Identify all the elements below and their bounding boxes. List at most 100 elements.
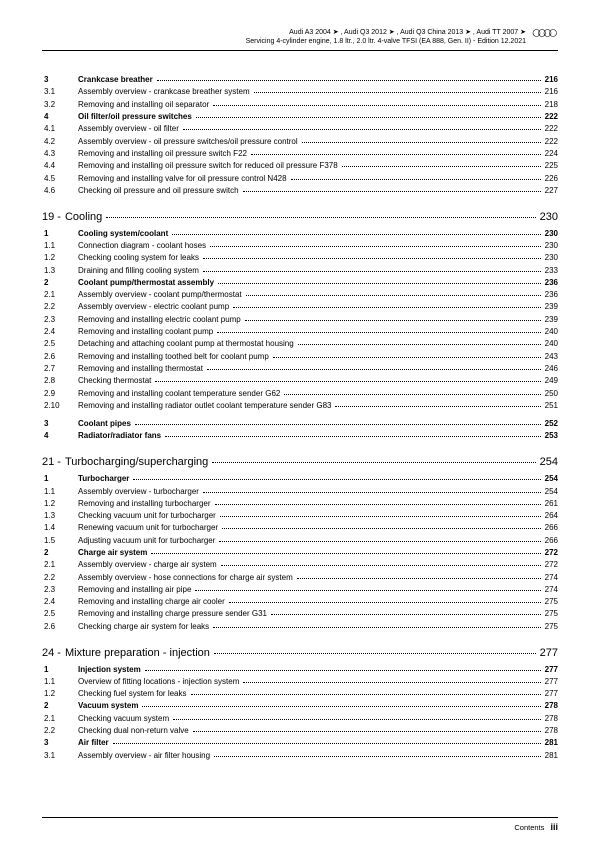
toc-leader-dots <box>157 80 541 81</box>
toc-title: Overview of fitting locations - injectio… <box>78 677 239 688</box>
toc-number: 3 <box>42 738 78 749</box>
toc-leader-dots <box>214 653 536 654</box>
toc-number: 4 <box>42 431 78 442</box>
toc-leader-dots <box>335 406 540 407</box>
toc-leader-dots <box>302 142 541 143</box>
chapter-page: 254 <box>540 456 558 468</box>
toc-number: 2 <box>42 701 78 712</box>
toc-page: 239 <box>545 302 558 313</box>
footer-rule <box>42 817 558 818</box>
toc-row: 2.5Removing and installing charge pressu… <box>42 609 558 620</box>
toc-page: 266 <box>545 523 558 534</box>
toc-leader-dots <box>145 670 541 671</box>
toc-number: 2.5 <box>42 609 78 620</box>
toc-row: 2.6Checking charge air system for leaks2… <box>42 622 558 633</box>
toc-leader-dots <box>212 462 535 463</box>
toc-row: 1.3Draining and filling cooling system23… <box>42 266 558 277</box>
toc-row: 1Cooling system/coolant 230 <box>42 229 558 240</box>
toc-leader-dots <box>218 283 541 284</box>
page-footer: Contents iii <box>514 822 558 832</box>
toc-page: 252 <box>545 419 558 430</box>
toc-number: 2.1 <box>42 290 78 301</box>
toc-number: 1 <box>42 229 78 240</box>
toc-leader-dots <box>173 719 540 720</box>
toc-leader-dots <box>215 504 541 505</box>
toc-number: 1 <box>42 474 78 485</box>
toc-title: Removing and installing radiator outlet … <box>78 401 331 412</box>
toc-title: Air filter <box>78 738 109 749</box>
toc-page: 230 <box>545 229 558 240</box>
toc-title: Removing and installing turbocharger <box>78 499 211 510</box>
toc-page: 272 <box>545 548 558 559</box>
toc-leader-dots <box>342 166 541 167</box>
toc-row: 2.4Removing and installing charge air co… <box>42 597 558 608</box>
toc-number: 1.1 <box>42 241 78 252</box>
toc-page: 261 <box>545 499 558 510</box>
audi-logo <box>532 28 558 38</box>
toc-title: Checking fuel system for leaks <box>78 689 187 700</box>
toc-leader-dots <box>135 424 541 425</box>
toc-page: 254 <box>545 474 558 485</box>
toc-leader-dots <box>193 731 541 732</box>
toc-row: 2Charge air system 272 <box>42 548 558 559</box>
toc-row: 4.5Removing and installing valve for oil… <box>42 174 558 185</box>
toc-number: 2 <box>42 278 78 289</box>
toc-row: 1.1Connection diagram - coolant hoses230 <box>42 241 558 252</box>
toc-title: Checking vacuum unit for turbocharger <box>78 511 216 522</box>
toc-page: 277 <box>545 665 558 676</box>
toc-leader-dots <box>243 191 541 192</box>
toc-title: Turbocharger <box>78 474 129 485</box>
toc-page: 236 <box>545 290 558 301</box>
toc-leader-dots <box>298 344 541 345</box>
toc-number: 1.1 <box>42 677 78 688</box>
toc-row: 1Turbocharger 254 <box>42 474 558 485</box>
toc-row: 2.2Checking dual non-return valve278 <box>42 726 558 737</box>
toc-title: Assembly overview - crankcase breather s… <box>78 87 250 98</box>
toc-page: 240 <box>545 339 558 350</box>
toc-leader-dots <box>284 394 540 395</box>
toc-page: 281 <box>545 751 558 762</box>
toc-page: 281 <box>545 738 558 749</box>
toc-leader-dots <box>183 129 541 130</box>
toc-row: 2.1Assembly overview - coolant pump/ther… <box>42 290 558 301</box>
toc-page: 253 <box>545 431 558 442</box>
toc-number: 2.10 <box>42 401 78 412</box>
toc-leader-dots <box>213 627 540 628</box>
toc-page: 278 <box>545 726 558 737</box>
toc-leader-dots <box>229 602 541 603</box>
toc-title: Removing and installing coolant pump <box>78 327 213 338</box>
toc-page: 274 <box>545 585 558 596</box>
page-header: Audi A3 2004 ➤ , Audi Q3 2012 ➤ , Audi Q… <box>42 28 558 46</box>
toc-leader-dots <box>191 694 541 695</box>
toc-title: Checking oil pressure and oil pressure s… <box>78 186 239 197</box>
toc-number: 4.6 <box>42 186 78 197</box>
toc-number: 2 <box>42 548 78 559</box>
toc-leader-dots <box>291 179 541 180</box>
toc-title: Checking vacuum system <box>78 714 169 725</box>
toc-page: 275 <box>545 597 558 608</box>
toc-title: Connection diagram - coolant hoses <box>78 241 206 252</box>
toc-chapter: 19 -Cooling230 <box>42 211 558 223</box>
toc-number: 1.2 <box>42 253 78 264</box>
toc-title: Removing and installing air pipe <box>78 585 191 596</box>
toc-title: Removing and installing charge pressure … <box>78 609 267 620</box>
toc-row: 2.8Checking thermostat249 <box>42 376 558 387</box>
toc-title: Injection system <box>78 665 141 676</box>
header-line-2: Servicing 4-cylinder engine, 1.8 ltr., 2… <box>246 37 526 46</box>
toc-page: 239 <box>545 315 558 326</box>
toc-title: Removing and installing electric coolant… <box>78 315 241 326</box>
toc-leader-dots <box>251 154 541 155</box>
toc-page: 216 <box>545 87 558 98</box>
toc-page: 264 <box>545 511 558 522</box>
toc-row: 3.1Assembly overview - air filter housin… <box>42 751 558 762</box>
toc-title: Assembly overview - oil filter <box>78 124 179 135</box>
toc-number: 2.5 <box>42 339 78 350</box>
toc-title: Charge air system <box>78 548 147 559</box>
toc-leader-dots <box>172 234 540 235</box>
toc-page: 224 <box>545 149 558 160</box>
toc-row: 1.1Overview of fitting locations - injec… <box>42 677 558 688</box>
toc-number: 2.4 <box>42 597 78 608</box>
toc-title: Cooling system/coolant <box>78 229 168 240</box>
toc-page: 251 <box>545 401 558 412</box>
toc-page: 278 <box>545 714 558 725</box>
